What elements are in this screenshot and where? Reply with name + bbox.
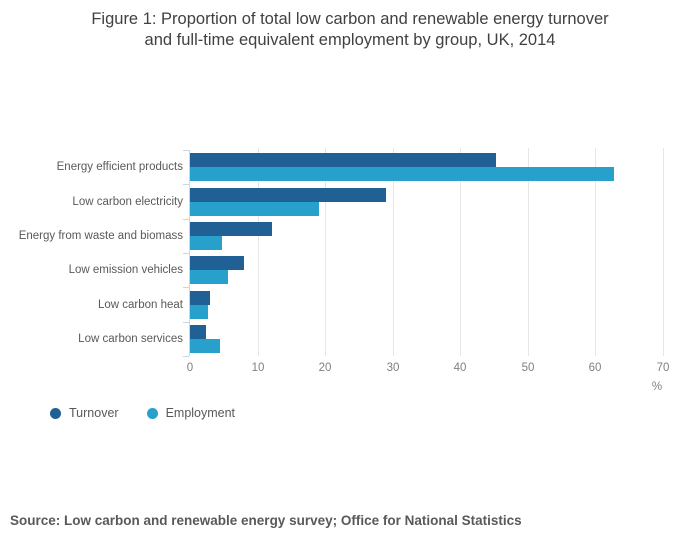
y-axis-tick-1 bbox=[183, 184, 189, 185]
x-tick-label-30: 30 bbox=[386, 362, 400, 374]
gridline-50 bbox=[527, 148, 529, 356]
x-tick-label-60: 60 bbox=[588, 362, 602, 374]
y-axis-line bbox=[189, 150, 190, 356]
x-tick-label-0: 0 bbox=[186, 362, 194, 374]
source-note: Source: Low carbon and renewable energy … bbox=[10, 513, 522, 528]
category-label-energy-efficient-products: Energy efficient products bbox=[56, 161, 183, 173]
legend-item-employment: Employment bbox=[146, 406, 236, 420]
legend-marker-turnover bbox=[50, 407, 61, 419]
figure-title-line-1: Figure 1: Proportion of total low carbon… bbox=[91, 10, 609, 28]
y-axis-tick-2 bbox=[183, 219, 189, 220]
gridline-60 bbox=[595, 148, 597, 356]
x-tick-label-20: 20 bbox=[318, 362, 332, 374]
x-axis-unit-label: % bbox=[651, 381, 663, 393]
category-label-low-carbon-services: Low carbon services bbox=[78, 333, 183, 345]
category-label-low-emission-vehicles: Low emission vehicles bbox=[68, 264, 183, 276]
category-label-energy-from-waste-and-biomass: Energy from waste and biomass bbox=[18, 230, 183, 242]
x-tick-label-40: 40 bbox=[453, 362, 467, 374]
legend-label-turnover: Turnover bbox=[69, 406, 119, 420]
figure-title: Figure 1: Proportion of total low carbon… bbox=[0, 9, 700, 51]
bar-employment-energy-efficient-products bbox=[190, 167, 614, 181]
gridline-20 bbox=[325, 148, 327, 356]
bar-turnover-low-carbon-heat bbox=[190, 291, 210, 305]
bar-employment-low-emission-vehicles bbox=[190, 270, 228, 284]
legend: Turnover Employment bbox=[50, 406, 235, 420]
legend-label-employment: Employment bbox=[165, 406, 236, 420]
gridline-70 bbox=[663, 148, 664, 356]
bar-employment-low-carbon-electricity bbox=[190, 202, 319, 216]
y-axis-tick-3 bbox=[183, 253, 189, 254]
bar-turnover-low-carbon-electricity bbox=[190, 188, 386, 202]
x-tick-label-50: 50 bbox=[521, 362, 535, 374]
x-tick-label-70: 70 bbox=[656, 362, 670, 374]
bar-turnover-energy-from-waste-and-biomass bbox=[190, 222, 272, 236]
y-axis-tick-5 bbox=[183, 322, 189, 323]
x-tick-label-10: 10 bbox=[251, 362, 265, 374]
legend-marker-employment bbox=[146, 407, 158, 419]
bar-employment-low-carbon-heat bbox=[190, 305, 208, 319]
category-label-low-carbon-electricity: Low carbon electricity bbox=[72, 196, 183, 208]
gridline-30 bbox=[392, 148, 394, 356]
figure-title-line-2: and full-time equivalent employment by g… bbox=[144, 31, 556, 49]
gridline-40 bbox=[460, 148, 462, 356]
bar-turnover-low-emission-vehicles bbox=[190, 256, 244, 270]
bar-employment-low-carbon-services bbox=[190, 339, 220, 353]
gridline-10 bbox=[257, 148, 259, 356]
category-label-low-carbon-heat: Low carbon heat bbox=[97, 299, 183, 311]
y-axis-tick-0 bbox=[183, 150, 189, 151]
bar-turnover-low-carbon-services bbox=[190, 325, 206, 339]
bar-employment-energy-from-waste-and-biomass bbox=[190, 236, 222, 250]
legend-item-turnover: Turnover bbox=[50, 406, 119, 420]
y-axis-tick-6 bbox=[183, 356, 189, 357]
y-axis-tick-4 bbox=[183, 287, 189, 288]
bar-turnover-energy-efficient-products bbox=[190, 153, 496, 167]
